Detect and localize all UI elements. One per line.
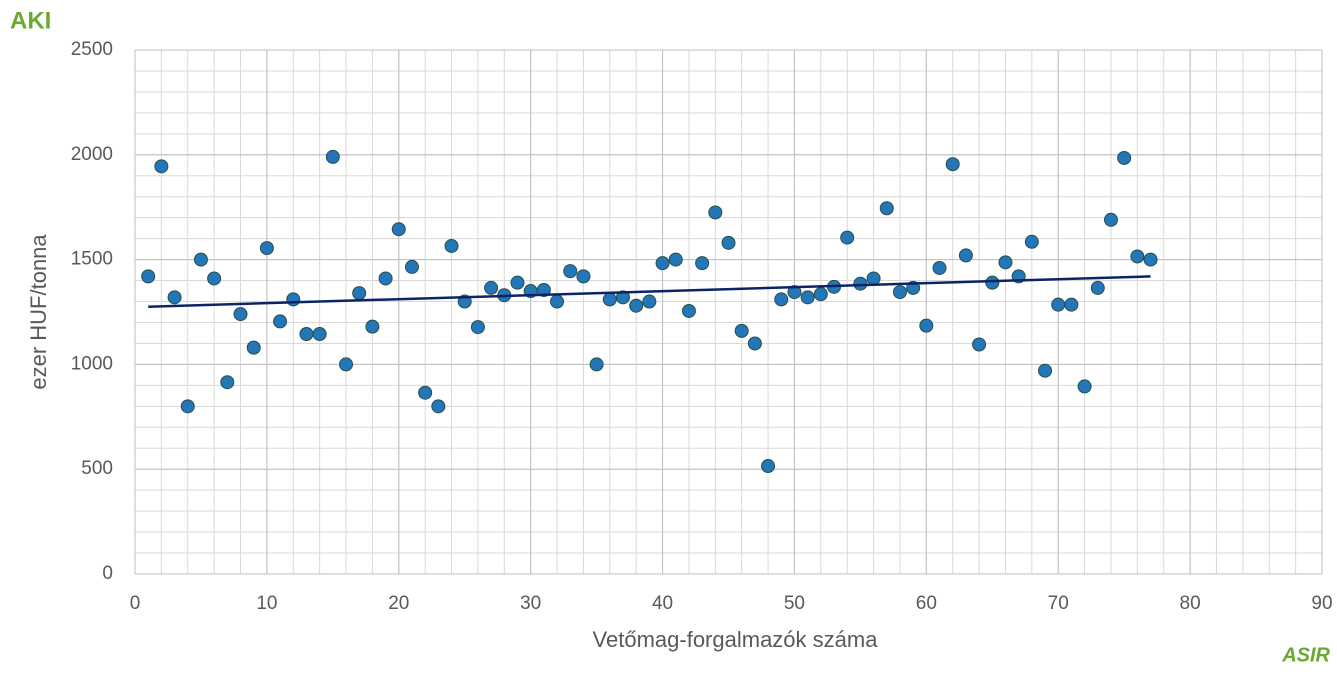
point bbox=[1064, 297, 1079, 312]
point bbox=[998, 255, 1013, 270]
point bbox=[220, 375, 235, 390]
point bbox=[378, 271, 393, 286]
point bbox=[681, 303, 696, 318]
x-tick-label: 50 bbox=[784, 593, 805, 614]
point bbox=[1103, 212, 1118, 227]
point bbox=[1090, 280, 1105, 295]
point bbox=[866, 271, 881, 286]
point bbox=[207, 271, 222, 286]
point bbox=[879, 201, 894, 216]
point bbox=[668, 252, 683, 267]
point bbox=[154, 159, 169, 174]
point bbox=[404, 259, 419, 274]
point bbox=[286, 292, 301, 307]
point bbox=[972, 337, 987, 352]
point bbox=[141, 269, 156, 284]
point bbox=[708, 205, 723, 220]
y-tick-label: 1000 bbox=[71, 353, 113, 374]
point bbox=[180, 399, 195, 414]
logo-asir: ASIR bbox=[1281, 644, 1330, 666]
point bbox=[1024, 234, 1039, 249]
point bbox=[945, 157, 960, 172]
point bbox=[550, 294, 565, 309]
point bbox=[695, 256, 710, 271]
point bbox=[774, 292, 789, 307]
point bbox=[919, 318, 934, 333]
point bbox=[563, 264, 578, 279]
y-tick-label: 0 bbox=[102, 563, 113, 584]
logo-aki: AKI bbox=[10, 7, 51, 34]
point bbox=[418, 385, 433, 400]
point bbox=[642, 294, 657, 309]
point bbox=[444, 238, 459, 253]
point bbox=[747, 336, 762, 351]
point bbox=[787, 285, 802, 300]
point bbox=[484, 280, 499, 295]
point bbox=[365, 319, 380, 334]
point bbox=[273, 314, 288, 329]
x-tick-label: 20 bbox=[388, 593, 409, 614]
point bbox=[510, 275, 525, 290]
point bbox=[1038, 363, 1053, 378]
point bbox=[892, 285, 907, 300]
y-tick-label: 500 bbox=[81, 458, 113, 479]
point bbox=[1143, 252, 1158, 267]
y-tick-label: 2000 bbox=[71, 144, 113, 165]
point bbox=[655, 256, 670, 271]
point bbox=[800, 290, 815, 305]
y-axis-label: ezer HUF/tonna bbox=[26, 234, 51, 390]
point bbox=[589, 357, 604, 372]
point bbox=[1077, 379, 1092, 394]
x-tick-label: 10 bbox=[256, 593, 277, 614]
x-tick-label: 90 bbox=[1311, 593, 1332, 614]
point bbox=[431, 399, 446, 414]
point bbox=[853, 276, 868, 291]
point bbox=[233, 307, 248, 322]
point bbox=[536, 282, 551, 297]
point bbox=[299, 327, 314, 342]
x-tick-label: 30 bbox=[520, 593, 541, 614]
point bbox=[259, 241, 274, 256]
x-tick-label: 70 bbox=[1048, 593, 1069, 614]
point bbox=[193, 252, 208, 267]
point bbox=[813, 287, 828, 302]
point bbox=[932, 260, 947, 275]
x-axis-label: Vetőmag-forgalmazók száma bbox=[593, 627, 879, 652]
trend-line bbox=[148, 275, 1151, 309]
point bbox=[470, 320, 485, 335]
point bbox=[761, 459, 776, 474]
point bbox=[958, 248, 973, 263]
point bbox=[629, 298, 644, 313]
y-tick-label: 1500 bbox=[71, 249, 113, 270]
point bbox=[167, 290, 182, 305]
y-tick-label: 2500 bbox=[71, 39, 113, 60]
x-tick-label: 0 bbox=[130, 593, 141, 614]
point bbox=[312, 327, 327, 342]
point bbox=[1051, 297, 1066, 312]
point bbox=[339, 357, 354, 372]
point bbox=[576, 269, 591, 284]
point bbox=[602, 292, 617, 307]
point bbox=[615, 290, 630, 305]
x-tick-label: 80 bbox=[1180, 593, 1201, 614]
x-tick-label: 40 bbox=[652, 593, 673, 614]
point bbox=[1130, 249, 1145, 264]
point bbox=[391, 222, 406, 237]
point bbox=[840, 230, 855, 245]
point bbox=[325, 149, 340, 164]
point bbox=[246, 340, 261, 355]
point bbox=[352, 286, 367, 301]
point bbox=[985, 275, 1000, 290]
point bbox=[1117, 150, 1132, 165]
point bbox=[721, 235, 736, 250]
x-tick-label: 60 bbox=[916, 593, 937, 614]
point bbox=[734, 323, 749, 338]
